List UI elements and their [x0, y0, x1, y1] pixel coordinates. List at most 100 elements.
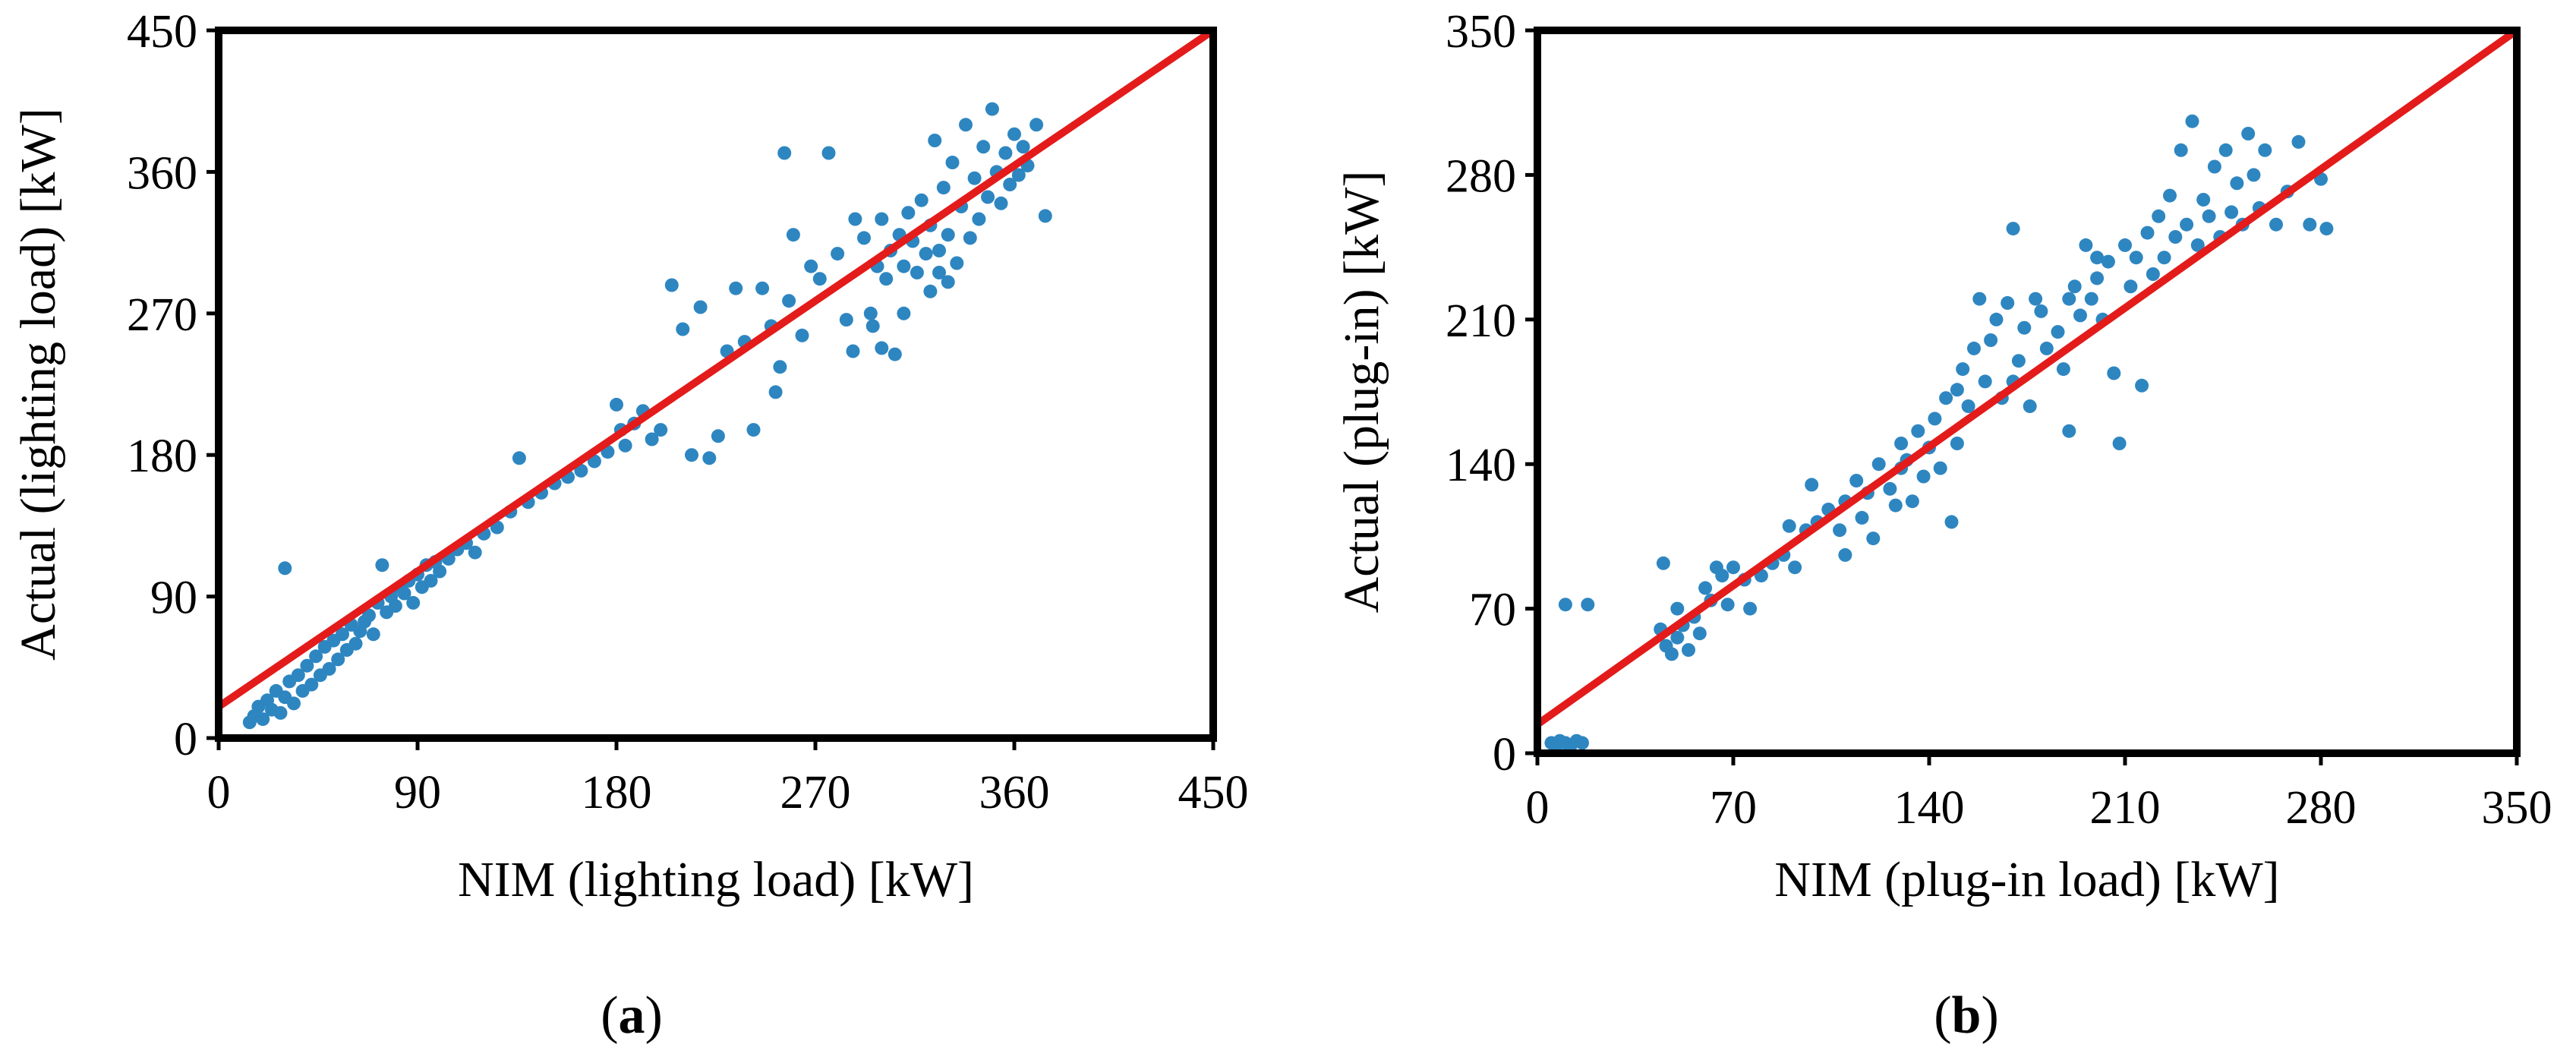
- y-tick-label: 70: [1469, 585, 1516, 636]
- panel-a-caption-letter: a: [619, 986, 645, 1045]
- data-point: [2291, 134, 2306, 149]
- panel-b: 0 70 140 210 280 350 0 70 140 210 280 350 NIM (plu…: [1334, 6, 2552, 1045]
- data-point: [2180, 217, 2194, 232]
- data-point: [574, 463, 588, 478]
- data-point: [2258, 143, 2272, 157]
- data-point: [2152, 209, 2166, 223]
- data-point: [1581, 598, 1595, 612]
- data-point: [618, 438, 632, 453]
- data-point: [888, 347, 902, 361]
- data-point: [804, 259, 818, 273]
- data-point: [1984, 333, 1998, 347]
- data-point: [901, 206, 916, 220]
- panel-a-x-label: NIM (lighting load) [kW]: [458, 852, 974, 907]
- data-point: [932, 266, 946, 279]
- data-point: [375, 558, 389, 573]
- data-point: [1726, 560, 1740, 575]
- data-point: [1888, 498, 1903, 513]
- panel-a-caption: (a): [601, 986, 663, 1045]
- data-point: [1849, 474, 1864, 487]
- data-point: [2224, 205, 2239, 219]
- data-point: [1978, 374, 1992, 389]
- x-tick-label: 180: [582, 767, 652, 819]
- data-point: [2006, 222, 2020, 236]
- data-point: [919, 247, 933, 261]
- data-point: [994, 196, 1008, 210]
- data-point: [2101, 254, 2115, 269]
- data-point: [2079, 238, 2093, 252]
- data-point: [1692, 626, 1707, 641]
- data-point: [863, 306, 878, 320]
- data-point: [821, 146, 836, 160]
- y-tick-label: 0: [174, 714, 197, 765]
- data-point: [1894, 437, 1909, 450]
- data-point: [2157, 251, 2171, 265]
- data-point: [972, 212, 986, 226]
- data-point: [1928, 412, 1942, 426]
- data-point: [2196, 193, 2211, 207]
- data-point: [2039, 341, 2054, 355]
- data-point: [1883, 481, 1897, 496]
- data-point: [362, 608, 376, 623]
- data-point: [287, 696, 301, 711]
- panel-a-frame: [215, 27, 1217, 742]
- data-point: [1011, 168, 1026, 182]
- y-tick-label: 210: [1446, 295, 1516, 347]
- data-point: [1007, 127, 1021, 141]
- data-point: [932, 244, 946, 257]
- x-tick-label: 360: [979, 767, 1050, 819]
- data-point: [693, 300, 708, 314]
- data-point: [897, 259, 911, 273]
- y-tick-label: 180: [127, 431, 197, 482]
- data-point: [1967, 341, 1981, 355]
- data-point: [278, 561, 292, 576]
- data-point: [2034, 304, 2048, 318]
- data-point: [676, 322, 690, 336]
- data-point: [1961, 399, 1975, 413]
- data-point: [304, 677, 319, 692]
- data-point: [2062, 292, 2076, 306]
- data-point: [914, 193, 929, 207]
- data-point: [685, 448, 698, 462]
- panel-a-fit-line: [215, 27, 1217, 711]
- data-point: [2202, 209, 2216, 223]
- data-point: [1944, 515, 1959, 529]
- data-point: [2146, 267, 2160, 281]
- data-point: [786, 228, 800, 242]
- data-point: [388, 599, 402, 613]
- data-point: [1989, 312, 2004, 327]
- data-point: [1029, 118, 1044, 132]
- data-point: [1805, 478, 1819, 492]
- data-point: [291, 668, 305, 683]
- data-point: [2056, 362, 2070, 377]
- panel-a: 0 90 180 270 360 450 0 90 180 270 360 450 NIM (lig…: [11, 6, 1249, 1045]
- data-point: [875, 212, 889, 226]
- y-tick-label: 360: [127, 147, 197, 199]
- data-point: [839, 313, 853, 327]
- data-point: [1720, 598, 1735, 612]
- x-tick-label: 0: [1526, 782, 1550, 834]
- data-point: [256, 712, 270, 727]
- data-point: [1558, 598, 1572, 612]
- data-point: [928, 134, 942, 147]
- data-point: [923, 284, 938, 298]
- data-point: [777, 146, 792, 160]
- data-point: [322, 661, 336, 676]
- data-point: [2124, 279, 2138, 294]
- data-point: [664, 278, 679, 292]
- data-point: [2062, 424, 2076, 438]
- y-tick-label: 350: [1446, 6, 1516, 58]
- data-point: [2269, 217, 2283, 232]
- data-point: [768, 385, 783, 399]
- data-point: [879, 272, 894, 286]
- panel-a-y-label: Actual (lighting load) [kW]: [11, 108, 66, 661]
- data-point: [2319, 222, 2334, 236]
- x-tick-label: 270: [780, 767, 851, 819]
- data-point: [1956, 362, 1970, 377]
- data-point: [2218, 143, 2233, 157]
- data-point: [1933, 461, 1947, 475]
- data-point: [512, 451, 526, 465]
- data-point: [963, 231, 977, 245]
- y-tick-label: 280: [1446, 150, 1516, 202]
